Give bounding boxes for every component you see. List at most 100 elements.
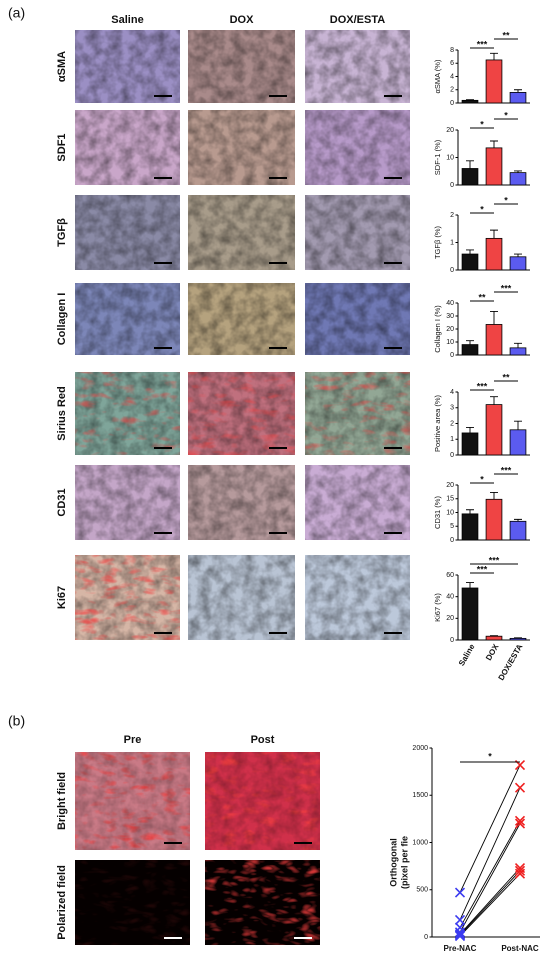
row-label: CD31: [56, 488, 68, 516]
y-tick-label: 4: [450, 389, 454, 396]
y-axis-title: Ki67 (%): [433, 593, 442, 622]
y-tick-label: 10: [446, 154, 454, 161]
micrograph-texture: [305, 30, 410, 103]
y-tick-label: 0: [450, 100, 454, 107]
error-bar: [490, 491, 498, 500]
pair-line: [459, 787, 521, 921]
error-bar: [490, 396, 498, 405]
micrograph-stain: [188, 372, 295, 455]
y-tick-label: 1: [450, 239, 454, 246]
error-bar: [490, 229, 498, 239]
y-tick-label: 10: [446, 339, 454, 346]
row-label: Sirius Red: [56, 386, 68, 440]
micrograph-texture: [205, 752, 320, 850]
bar: [461, 168, 479, 186]
bar: [509, 172, 527, 186]
y-tick-label: 2: [450, 212, 454, 219]
error-bar: [490, 52, 498, 60]
micrograph-stain: [75, 555, 180, 640]
y-tick-label: 1000: [412, 839, 428, 846]
y-tick-label: 1: [450, 436, 454, 443]
error-bar: [514, 637, 522, 639]
pair-line: [459, 867, 521, 935]
micrograph-texture: [188, 555, 295, 640]
error-bar: [466, 509, 474, 514]
error-bar: [514, 420, 522, 430]
bar: [461, 513, 479, 541]
y-axis-title: Orthogonal: [388, 838, 398, 887]
row-label: TGFβ: [56, 218, 68, 247]
y-tick-label: 30: [446, 313, 454, 320]
micrograph-texture: [75, 30, 180, 103]
y-tick-label: 20: [446, 482, 454, 489]
micrograph-texture: [75, 195, 180, 270]
bar: [461, 587, 479, 641]
y-axis-title: CD31 (%): [433, 496, 442, 529]
bar: [461, 99, 479, 104]
y-tick-label: 40: [446, 594, 454, 601]
error-bar: [466, 340, 474, 345]
micrograph-texture: [75, 752, 190, 850]
micrograph-texture: [188, 110, 295, 185]
significance-label: *: [504, 195, 508, 205]
row-label: Bright field: [56, 772, 68, 830]
significance-label: **: [478, 292, 486, 302]
bar: [461, 432, 479, 456]
error-bar: [490, 635, 498, 637]
pair-line: [459, 764, 521, 893]
column-header: Post: [251, 734, 275, 746]
bar: [509, 637, 527, 641]
row-label: Collagen I: [56, 293, 68, 346]
significance-label: *: [480, 119, 484, 129]
column-header: DOX: [230, 14, 255, 26]
marker: [514, 782, 526, 793]
bar: [509, 429, 527, 456]
significance-label: ***: [501, 283, 512, 293]
micrograph-texture: [305, 283, 410, 355]
column-header: Pre: [124, 734, 142, 746]
x-tick-label: Post-NAC: [501, 944, 539, 953]
micrograph-texture: [305, 110, 410, 185]
y-tick-label: 0: [450, 452, 454, 459]
micrograph-stain: [75, 372, 180, 455]
error-bar: [490, 140, 498, 148]
significance-label: **: [502, 30, 510, 40]
micrograph-texture: [305, 195, 410, 270]
y-axis-title: SDF-1 (%): [433, 139, 442, 175]
bar: [485, 635, 503, 641]
x-tick-label: DOX: [484, 642, 501, 662]
y-tick-label: 0: [450, 267, 454, 274]
marker: [454, 927, 466, 938]
y-tick-label: 1500: [412, 792, 428, 799]
y-tick-label: 5: [450, 523, 454, 530]
bar: [485, 498, 503, 541]
y-tick-label: 500: [416, 887, 428, 894]
y-tick-label: 20: [446, 127, 454, 134]
y-axis-title: αSMA (%): [433, 59, 442, 93]
panel-label: (a): [8, 5, 25, 21]
error-bar: [466, 582, 474, 588]
error-bar: [466, 249, 474, 255]
pair-line: [459, 873, 521, 937]
x-tick-label: Saline: [457, 642, 477, 667]
y-tick-label: 2: [450, 87, 454, 94]
y-tick-label: 40: [446, 300, 454, 307]
bar: [485, 237, 503, 271]
marker: [514, 818, 526, 829]
column-header: DOX/ESTA: [330, 14, 385, 26]
error-bar: [490, 311, 498, 325]
y-tick-label: 0: [450, 352, 454, 359]
panel-label: (b): [8, 713, 25, 729]
y-axis-title: TGFβ (%): [433, 225, 442, 259]
y-tick-label: 0: [424, 934, 428, 941]
marker: [454, 887, 466, 898]
micrograph-texture: [305, 465, 410, 540]
significance-label: ***: [477, 381, 488, 391]
marker: [454, 914, 466, 926]
y-tick-label: 15: [446, 496, 454, 503]
micrograph-texture: [188, 30, 295, 103]
bar: [485, 404, 503, 456]
y-tick-label: 0: [450, 537, 454, 544]
row-label: SDF1: [56, 133, 68, 161]
